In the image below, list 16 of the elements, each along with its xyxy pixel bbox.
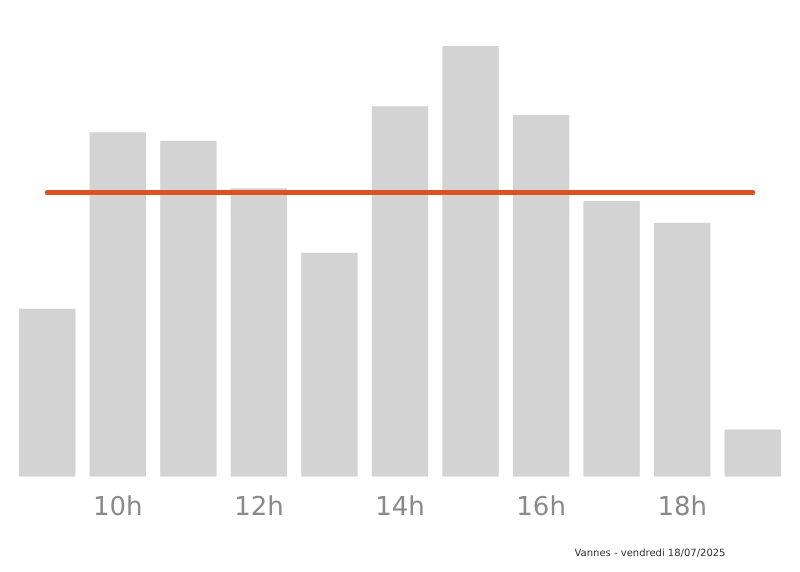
x-tick-label: 10h [93,493,143,524]
bar [301,252,358,477]
bar [512,114,570,477]
bar [160,140,217,477]
bar [230,188,288,477]
x-tick-label: 16h [516,493,566,524]
bar [89,132,147,477]
bar [19,308,76,477]
bar [371,106,429,477]
x-tick-label: 18h [657,493,707,524]
bar [583,201,640,477]
x-tick-label: 14h [375,493,425,524]
bar [724,429,781,477]
bar [442,46,499,477]
x-tick-label: 12h [234,493,284,524]
bar [653,222,711,477]
